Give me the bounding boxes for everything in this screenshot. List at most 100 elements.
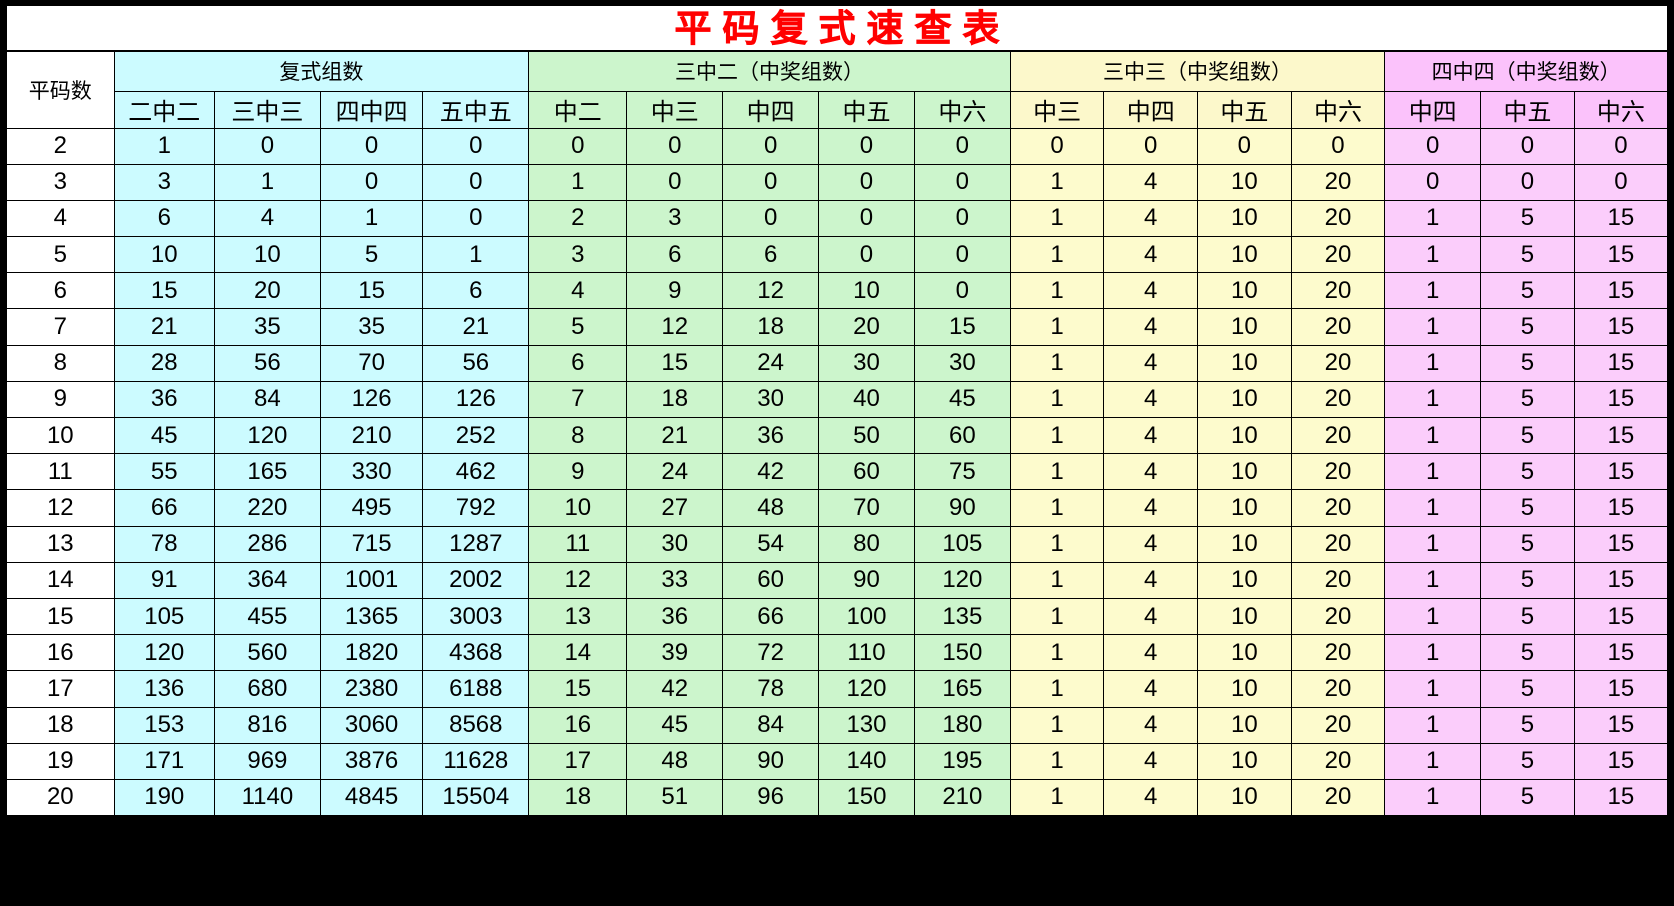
row-header-cell: 8 [5, 344, 115, 382]
table-cell: 210 [319, 416, 424, 455]
header-group-fushi: 复式组数 [113, 50, 530, 92]
table-body: 2 1 0 0 0 0 0 0 0 0 0 0 0 0 0 0 0 3 3 1 0 0 1 0 0 0 0 1 4 10 20 0 0 0 4 6 4 1… [5, 127, 1669, 817]
table-cell: 5 [1480, 453, 1575, 491]
table-cell: 1 [1009, 380, 1105, 419]
table-cell: 4 [1103, 778, 1199, 817]
table-cell: 560 [213, 634, 321, 672]
table-cell: 5 [1480, 706, 1575, 744]
title-band: 平码复式速查表 [5, 4, 1669, 50]
table-cell: 5 [1480, 778, 1575, 817]
table-cell: 30 [626, 525, 724, 563]
table-cell: 10 [818, 272, 915, 310]
table-cell: 0 [626, 127, 724, 165]
table-cell: 4368 [422, 634, 530, 672]
table-cell: 33 [626, 561, 724, 599]
table-cell: 0 [1480, 127, 1575, 165]
table-cell: 54 [722, 525, 820, 563]
table-cell: 4 [1103, 308, 1199, 346]
table-cell: 1 [1009, 561, 1105, 599]
table-cell: 4 [1103, 272, 1199, 310]
table-cell: 0 [818, 127, 915, 165]
table-cell: 150 [913, 634, 1011, 672]
table-cell: 9 [626, 272, 724, 310]
table-cell: 1 [1384, 561, 1482, 599]
table-cell: 15 [1573, 199, 1669, 238]
table-cell: 4 [1103, 597, 1199, 636]
table-cell: 18 [528, 778, 628, 817]
table-cell: 1 [1009, 272, 1105, 310]
table-cell: 15 [1573, 416, 1669, 455]
table-cell: 20 [1290, 778, 1386, 817]
table-row: 14 91 364 1001 2002 12 33 60 90 120 1 4 10 20 1 5 15 [5, 561, 1669, 599]
table-cell: 55 [113, 453, 215, 491]
table-cell: 1 [1384, 344, 1482, 382]
table-cell: 0 [319, 163, 424, 201]
table-cell: 39 [626, 634, 724, 672]
table-cell: 2380 [319, 670, 424, 708]
table-row: 4 6 4 1 0 2 3 0 0 0 1 4 10 20 1 5 15 [5, 199, 1669, 238]
table-cell: 9 [528, 453, 628, 491]
row-header-cell: 3 [5, 163, 115, 201]
table-cell: 3 [528, 236, 628, 274]
row-header-cell: 16 [5, 634, 115, 672]
row-header-cell: 6 [5, 272, 115, 310]
header-column-sanzhong2-3: 中四 [722, 90, 820, 129]
table-cell: 27 [626, 489, 724, 527]
table-cell: 11 [528, 525, 628, 563]
table-cell: 90 [722, 742, 820, 780]
row-header-cell: 12 [5, 489, 115, 527]
table-cell: 42 [722, 453, 820, 491]
table-cell: 0 [913, 272, 1011, 310]
table-cell: 3 [626, 199, 724, 238]
table-cell: 1 [1009, 742, 1105, 780]
table-cell: 35 [213, 308, 321, 346]
table-cell: 4845 [319, 778, 424, 817]
table-cell: 5 [528, 308, 628, 346]
table-cell: 1365 [319, 597, 424, 636]
table-cell: 10 [1197, 778, 1292, 817]
table-cell: 1 [1009, 236, 1105, 274]
table-cell: 4 [1103, 380, 1199, 419]
row-header-cell: 15 [5, 597, 115, 636]
table-cell: 0 [722, 163, 820, 201]
table-cell: 2 [528, 199, 628, 238]
table-cell: 4 [1103, 742, 1199, 780]
header-column-sanzhong2-4: 中五 [818, 90, 915, 129]
table-cell: 90 [818, 561, 915, 599]
table-row: 13 78 286 715 1287 11 30 54 80 105 1 4 10 20 1 5 15 [5, 525, 1669, 563]
table-cell: 0 [913, 236, 1011, 274]
table-cell: 15 [1573, 561, 1669, 599]
table-cell: 20 [1290, 597, 1386, 636]
table-cell: 3 [113, 163, 215, 201]
table-cell: 60 [913, 416, 1011, 455]
table-cell: 136 [113, 670, 215, 708]
table-cell: 5 [1480, 344, 1575, 382]
table-cell: 15504 [422, 778, 530, 817]
table-cell: 4 [1103, 706, 1199, 744]
table-row: 12 66 220 495 792 10 27 48 70 90 1 4 10 20 1 5 15 [5, 489, 1669, 527]
table-cell: 24 [626, 453, 724, 491]
table-cell: 10 [1197, 236, 1292, 274]
table-cell: 21 [113, 308, 215, 346]
table-cell: 5 [1480, 742, 1575, 780]
table-cell: 20 [1290, 489, 1386, 527]
table-cell: 90 [913, 489, 1011, 527]
row-header-cell: 19 [5, 742, 115, 780]
table-cell: 4 [528, 272, 628, 310]
header-column-sanzhong2-5: 中六 [913, 90, 1011, 129]
table-cell: 5 [1480, 561, 1575, 599]
table-cell: 15 [1573, 380, 1669, 419]
table-cell: 286 [213, 525, 321, 563]
table-cell: 1 [1384, 308, 1482, 346]
table-cell: 220 [213, 489, 321, 527]
table-cell: 455 [213, 597, 321, 636]
table-cell: 18 [626, 380, 724, 419]
table-cell: 45 [113, 416, 215, 455]
header-subcolumn-row: 二中二 三中三 四中四 五中五 中二 中三 中四 中五 中六 中三 中四 中五 中六 中四 中五 中六 [6, 90, 1669, 129]
table-cell: 364 [213, 561, 321, 599]
header-column-sizhong4-2: 中五 [1480, 90, 1575, 129]
table-cell: 5 [1480, 525, 1575, 563]
table-cell: 20 [1290, 163, 1386, 201]
